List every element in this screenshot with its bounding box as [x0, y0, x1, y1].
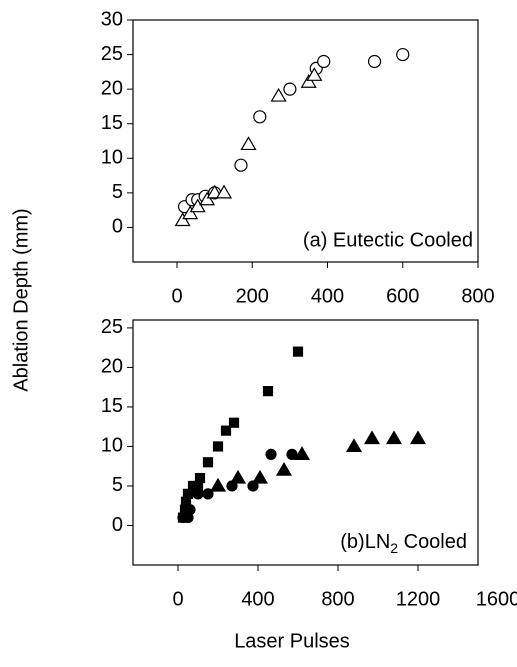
- point: [174, 212, 191, 227]
- y-tick-label: 10: [101, 435, 123, 457]
- point: [202, 457, 214, 468]
- annotation-text: (b)LN: [340, 531, 390, 553]
- point: [228, 417, 240, 428]
- point: [229, 469, 247, 484]
- point: [184, 504, 196, 516]
- x-tick-label: 1600: [476, 588, 517, 610]
- y-tick-label: 20: [101, 77, 123, 99]
- point: [262, 386, 274, 397]
- point: [286, 448, 298, 460]
- x-tick-label: 200: [236, 285, 269, 307]
- point: [300, 74, 317, 88]
- y-tick-label: 0: [112, 514, 123, 536]
- annotation: (a) Eutectic Cooled: [303, 229, 473, 251]
- x-tick-label: 1200: [396, 588, 441, 610]
- point: [367, 54, 382, 69]
- point: [293, 446, 311, 460]
- point: [409, 430, 427, 445]
- x-tick-label: 400: [311, 285, 344, 307]
- point: [275, 461, 293, 476]
- x-axis-label: Laser Pulses: [234, 630, 350, 652]
- x-tick-label: 400: [241, 588, 274, 610]
- point: [345, 438, 363, 453]
- point: [199, 191, 216, 206]
- y-tick-label: 20: [101, 356, 123, 378]
- point: [182, 205, 199, 220]
- y-tick-label: 5: [112, 474, 123, 496]
- point: [253, 110, 267, 124]
- annotation-text: Cooled: [398, 531, 467, 553]
- x-tick-label: 800: [321, 588, 354, 610]
- point: [385, 430, 403, 445]
- point: [189, 198, 206, 213]
- plot-frame: [132, 19, 479, 263]
- point: [317, 54, 331, 69]
- annotation-subscript: 2: [390, 540, 398, 556]
- y-tick-label: 10: [101, 147, 123, 169]
- y-tick-label: 30: [101, 8, 123, 30]
- point: [251, 469, 269, 484]
- point: [216, 184, 233, 199]
- x-tick-label: 0: [172, 588, 183, 610]
- x-tick-label: 600: [386, 285, 419, 307]
- point: [194, 472, 206, 484]
- y-tick-label: 15: [101, 395, 123, 417]
- point: [209, 477, 227, 492]
- point: [283, 82, 297, 96]
- point: [220, 425, 232, 436]
- point: [240, 136, 257, 151]
- point: [265, 448, 277, 460]
- point: [270, 87, 287, 102]
- y-tick-label: 25: [101, 316, 123, 338]
- annotation: (b)LN2 Cooled: [340, 531, 467, 555]
- x-tick-label: 0: [171, 285, 182, 307]
- y-tick-label: 0: [112, 216, 123, 238]
- point: [396, 47, 410, 62]
- y-tick-label: 5: [112, 181, 123, 203]
- x-tick-label: 800: [461, 285, 494, 307]
- point: [212, 441, 224, 452]
- plot-frame: [132, 319, 479, 566]
- y-tick-label: 15: [101, 112, 123, 134]
- point: [234, 158, 248, 172]
- point: [192, 488, 204, 500]
- y-tick-label: 25: [101, 43, 123, 65]
- y-axis-label: Ablation Depth (mm): [10, 208, 32, 391]
- point: [363, 430, 381, 445]
- point: [306, 67, 323, 81]
- point: [292, 346, 304, 357]
